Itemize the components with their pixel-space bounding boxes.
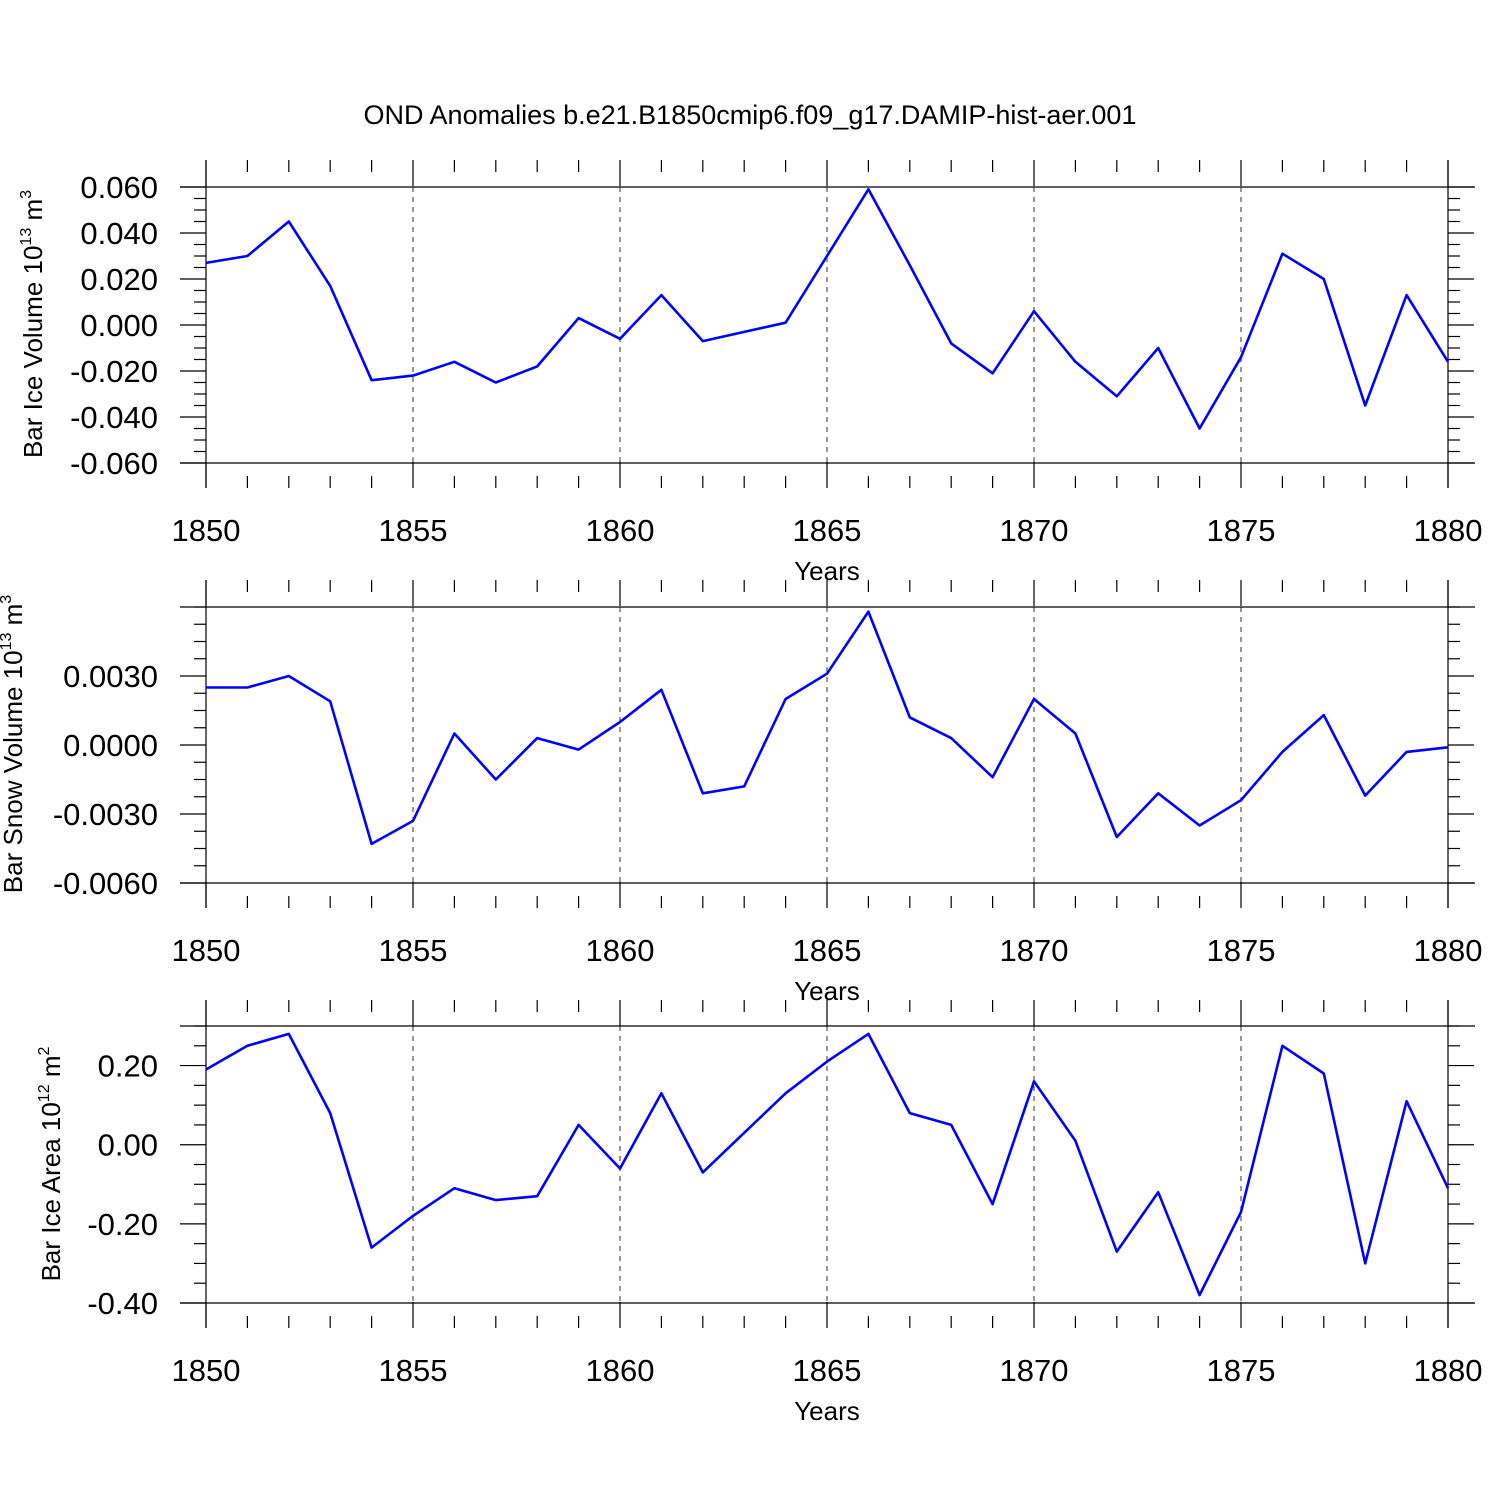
x-tick-label: 1850 — [172, 1353, 241, 1388]
y-tick-label: 0.0030 — [63, 659, 158, 694]
y-tick-label: -0.20 — [87, 1207, 158, 1242]
panels-group: 0.060 0.040 0.020 0.000 -0.020 -0.040 -0.060 18… — [0, 160, 1482, 1426]
panel-1: 0.060 0.040 0.020 0.000 -0.020 -0.040 -0.060 18… — [18, 160, 1482, 586]
x-tick-label: 1860 — [586, 1353, 655, 1388]
x-axis-title: Years — [794, 1396, 860, 1426]
x-tick-label: 1880 — [1414, 1353, 1483, 1388]
x-tick-label: 1860 — [586, 513, 655, 548]
y-axis-title: Bar Ice Area 1012 m2 — [36, 1046, 66, 1281]
x-tick-label: 1870 — [1000, 933, 1069, 968]
y-tick-label: 0.20 — [98, 1049, 158, 1084]
y-tick-label: -0.020 — [70, 354, 158, 389]
series-line — [205, 1032, 1450, 1297]
y-tick-label: 0.020 — [80, 262, 158, 297]
x-tick-label: 1855 — [379, 1353, 448, 1388]
y-tick-label: 0.060 — [80, 170, 158, 205]
y-tick-label: 0.0000 — [63, 728, 158, 763]
y-tick-label: -0.040 — [70, 400, 158, 435]
x-tick-label: 1855 — [379, 933, 448, 968]
y-tick-label: 0.00 — [98, 1128, 158, 1163]
x-tick-label: 1865 — [793, 933, 862, 968]
panel-3: 0.20 0.00 -0.20 -0.40 1850 1855 1860 1865 1870 18… — [36, 1000, 1482, 1426]
x-tick-label: 1880 — [1414, 933, 1483, 968]
x-tick-label: 1880 — [1414, 513, 1483, 548]
x-tick-label: 1870 — [1000, 1353, 1069, 1388]
x-tick-label: 1860 — [586, 933, 655, 968]
y-axis-title: Bar Snow Volume 1013 m3 — [0, 595, 28, 894]
x-tick-label: 1850 — [172, 933, 241, 968]
y-tick-label: 0.040 — [80, 216, 158, 251]
y-tick-label: -0.0060 — [53, 866, 158, 901]
y-tick-label: 0.000 — [80, 308, 158, 343]
panel-2: 0.0030 0.0000 -0.0030 -0.0060 1850 1855 1860 18… — [0, 580, 1482, 1006]
y-tick-label: -0.0030 — [53, 797, 158, 832]
x-tick-label: 1850 — [172, 513, 241, 548]
x-tick-label: 1855 — [379, 513, 448, 548]
x-tick-label: 1865 — [793, 513, 862, 548]
y-tick-label: -0.060 — [70, 446, 158, 481]
x-tick-label: 1875 — [1207, 513, 1276, 548]
series-line — [205, 188, 1450, 430]
y-tick-label: -0.40 — [87, 1286, 158, 1321]
x-tick-label: 1870 — [1000, 513, 1069, 548]
x-tick-label: 1865 — [793, 1353, 862, 1388]
x-tick-label: 1875 — [1207, 1353, 1276, 1388]
series-line — [206, 610, 1449, 846]
y-axis-title: Bar Ice Volume 1013 m3 — [18, 190, 48, 458]
chart-title: OND Anomalies b.e21.B1850cmip6.f09_g17.D… — [364, 100, 1137, 130]
x-tick-label: 1875 — [1207, 933, 1276, 968]
